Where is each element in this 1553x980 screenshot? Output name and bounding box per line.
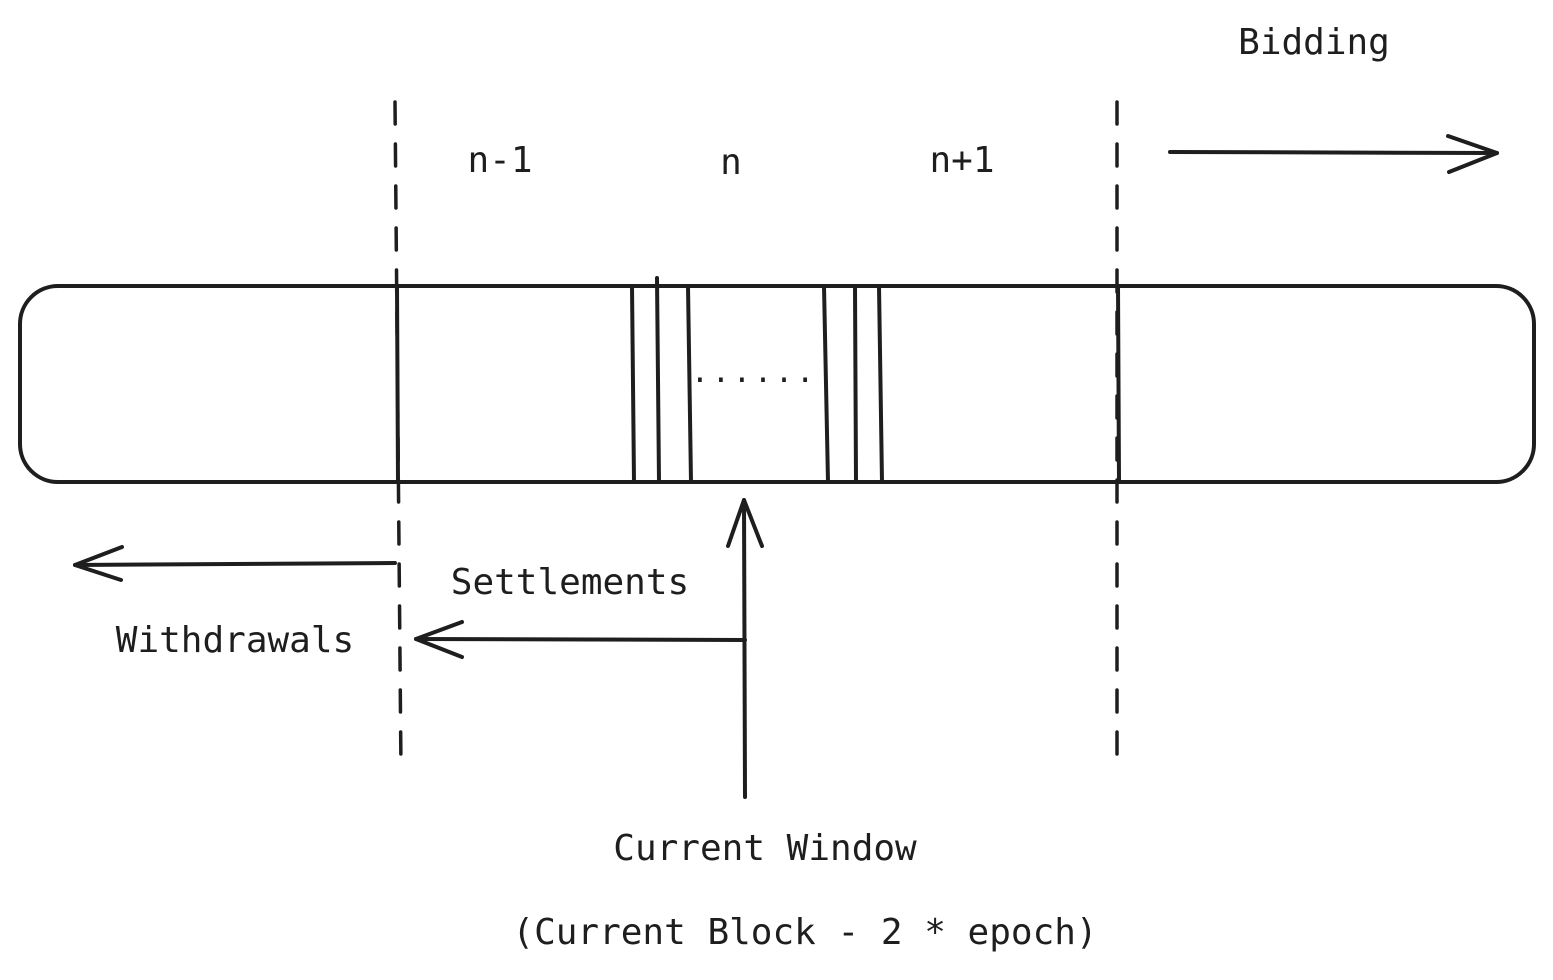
right-boundary-bar-divider <box>1116 284 1121 484</box>
current-window-arrowhead <box>726 498 764 548</box>
current-window-label: Current Window <box>613 828 917 869</box>
current-window-formula: (Current Block - 2 * epoch) <box>512 912 1097 953</box>
left-boundary-dashed-line <box>393 100 403 772</box>
epoch-label-prev: n-1 <box>467 140 532 181</box>
withdrawals-arrowhead <box>73 545 124 582</box>
block-divider <box>630 284 636 484</box>
epoch-label-current: n <box>720 142 742 183</box>
block-divider <box>822 284 830 484</box>
left-boundary-bar-divider <box>395 284 400 484</box>
block-divider <box>686 284 693 484</box>
bidding-arrow <box>1168 150 1499 155</box>
block-divider <box>655 276 661 484</box>
block-divider <box>877 284 884 484</box>
settlements-arrowhead <box>414 620 464 659</box>
epoch-label-next: n+1 <box>929 140 994 181</box>
withdrawals-arrow <box>73 561 397 567</box>
bidding-arrowhead <box>1446 134 1499 174</box>
withdrawals-label: Withdrawals <box>116 620 354 661</box>
current-window-arrow <box>742 498 747 799</box>
settlements-label: Settlements <box>451 562 689 603</box>
blocks-ellipsis: ...... <box>691 355 817 390</box>
settlements-arrow <box>414 637 747 642</box>
timeline-bar <box>18 284 1536 484</box>
bidding-label: Bidding <box>1238 22 1390 63</box>
block-divider <box>853 284 858 484</box>
